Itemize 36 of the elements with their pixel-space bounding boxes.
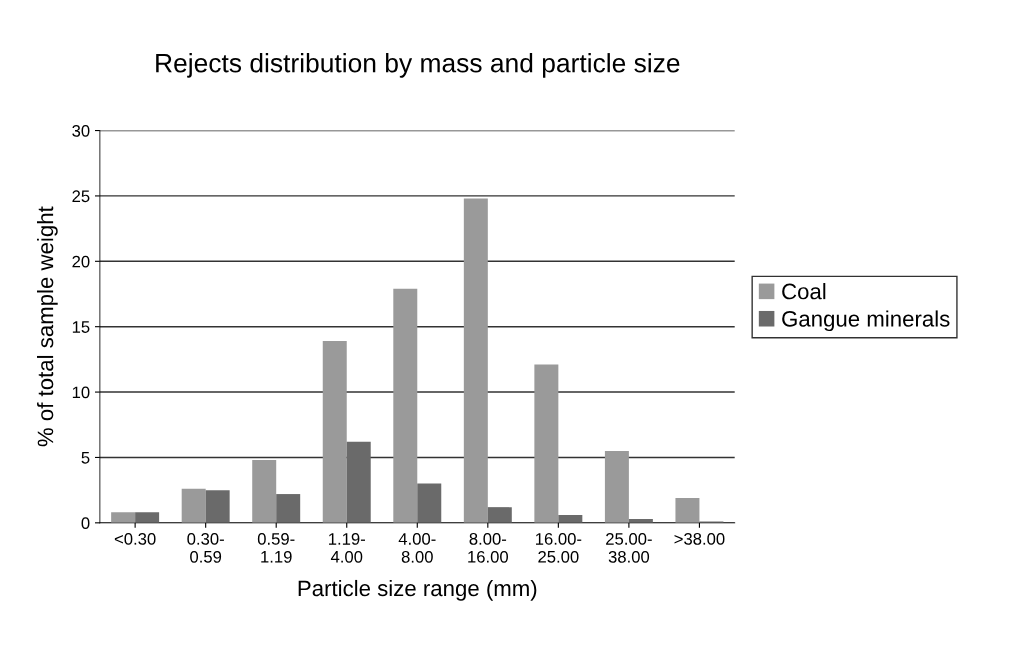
y-tick-label: 10: [72, 386, 90, 399]
x-tick-label: 4.00- 8.00: [398, 532, 436, 563]
y-tick-label: 30: [72, 124, 90, 137]
bar: [346, 441, 371, 523]
y-axis-title: % of total sample weight: [37, 206, 58, 447]
bar: [252, 460, 277, 523]
x-tick-label: 0.30- 0.59: [187, 532, 224, 563]
bar: [111, 512, 136, 523]
bar: [463, 198, 488, 523]
y-tick-label: 15: [72, 321, 90, 333]
bar: [205, 490, 230, 523]
y-tick-label: 5: [81, 452, 90, 464]
x-tick-label: 8.00- 16.00: [468, 532, 509, 563]
bar: [417, 483, 442, 523]
x-tick-label: 1.19- 4.00: [329, 532, 365, 563]
x-tick-label: <0.30: [114, 532, 156, 545]
bar: [487, 507, 512, 523]
y-tick-label: 25: [72, 190, 90, 203]
legend-label: Coal: [782, 283, 826, 300]
bar: [322, 341, 347, 523]
y-tick-label: 0: [81, 517, 90, 530]
bar: [135, 512, 160, 523]
chart-title: Rejects distribution by mass and particle size: [156, 53, 680, 78]
y-tick-label: 20: [72, 255, 90, 268]
bar: [276, 494, 301, 523]
x-tick-label: 0.59- 1.19: [257, 532, 295, 563]
x-tick-label: 25.00- 38.00: [606, 532, 652, 563]
bar: [393, 288, 418, 523]
x-tick-label: 16.00- 25.00: [536, 532, 582, 563]
legend-label: Gangue minerals: [782, 310, 950, 332]
bar: [604, 450, 629, 523]
x-tick-label: >38.00: [674, 532, 725, 545]
bar: [675, 497, 700, 523]
bar: [534, 364, 559, 523]
bar: [181, 488, 206, 523]
x-axis-title: Particle size range (mm): [298, 579, 537, 601]
